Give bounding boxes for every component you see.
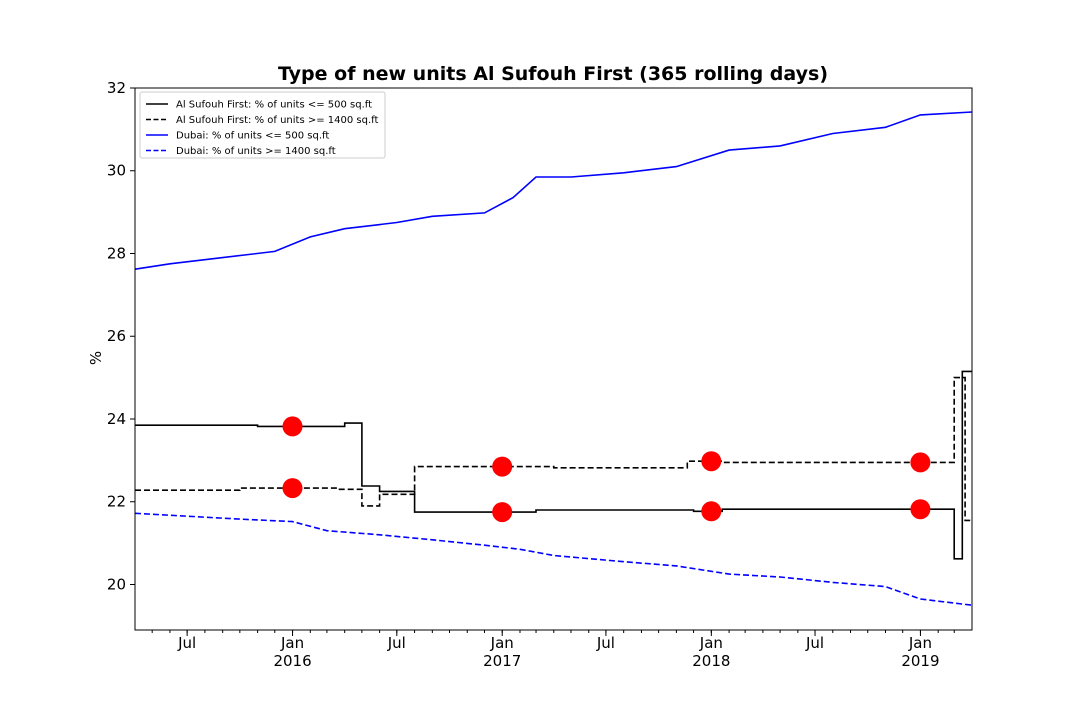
y-tick-label: 20 xyxy=(107,575,126,593)
x-tick-year-label: 2017 xyxy=(483,652,521,670)
x-tick-label: Jan xyxy=(490,634,514,652)
legend-box xyxy=(139,91,386,159)
series-line-1 xyxy=(135,370,972,560)
y-tick-label: 32 xyxy=(107,79,126,97)
y-tick-label: 24 xyxy=(107,410,126,428)
marker-point-8 xyxy=(910,452,931,473)
marker-point-2 xyxy=(282,478,303,499)
chart-title: Type of new units Al Sufouh First (365 r… xyxy=(278,63,828,85)
x-tick-label: Jul xyxy=(177,634,196,652)
x-tick-year-label: 2018 xyxy=(692,652,730,670)
x-tick-label: Jul xyxy=(805,634,824,652)
y-tick-label: 22 xyxy=(107,493,126,511)
marker-point-6 xyxy=(701,451,722,472)
legend-label-2: Al Sufouh First: % of units >= 1400 sq.f… xyxy=(176,115,378,126)
x-tick-year-label: 2016 xyxy=(273,652,311,670)
y-tick-label: 26 xyxy=(107,327,126,345)
marker-point-1 xyxy=(282,416,303,437)
legend: Al Sufouh First: % of units <= 500 sq.ft… xyxy=(139,91,386,159)
plot-frame xyxy=(134,87,973,631)
series-layer xyxy=(134,111,973,606)
series-line-4 xyxy=(134,512,973,606)
marker-point-4 xyxy=(492,456,513,477)
y-tick-label: 28 xyxy=(107,244,126,262)
x-tick-year-label: 2019 xyxy=(901,652,939,670)
marker-point-5 xyxy=(701,501,722,522)
legend-label-1: Al Sufouh First: % of units <= 500 sq.ft xyxy=(176,100,372,111)
legend-label-3: Dubai: % of units <= 500 sq.ft xyxy=(176,131,329,142)
y-tick-label: 30 xyxy=(107,162,126,180)
y-axis-label: % xyxy=(87,351,105,365)
x-tick-label: Jan xyxy=(280,634,304,652)
x-tick-label: Jan xyxy=(699,634,723,652)
x-tick-label: Jul xyxy=(596,634,615,652)
marker-point-7 xyxy=(910,499,931,520)
x-tick-label: Jan xyxy=(908,634,932,652)
series-line-3 xyxy=(134,111,973,270)
series-line-2 xyxy=(135,376,972,522)
legend-label-4: Dubai: % of units >= 1400 sq.ft xyxy=(176,146,336,157)
marker-point-3 xyxy=(492,502,513,523)
x-tick-label: Jul xyxy=(387,634,406,652)
marker-layer xyxy=(282,416,931,523)
